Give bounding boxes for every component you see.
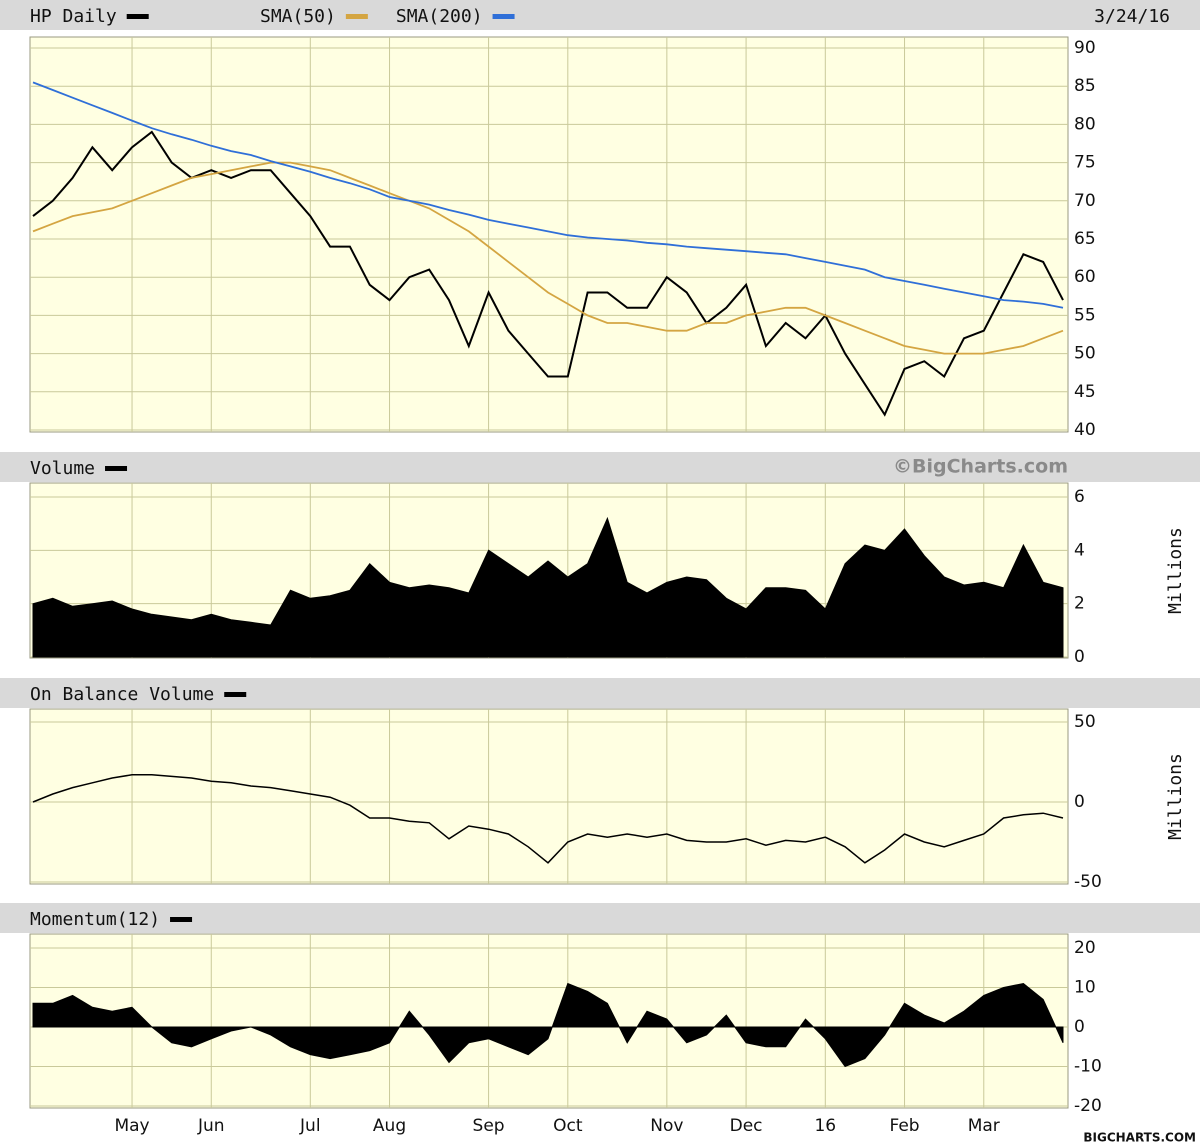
y-tick-label: 4: [1074, 540, 1085, 560]
panel-title: Volume: [30, 458, 95, 479]
y-tick-label: 65: [1074, 229, 1096, 249]
y-tick-label: 50: [1074, 712, 1096, 732]
y-tick-label: 55: [1074, 305, 1096, 325]
panel-header: [0, 678, 1200, 708]
y-axis-label: Millions: [1165, 527, 1186, 614]
y-tick-label: 90: [1074, 38, 1096, 58]
title-swatch: [126, 14, 149, 19]
x-tick-label: Aug: [373, 1116, 406, 1136]
y-tick-label: 40: [1074, 420, 1096, 440]
series-area: [32, 982, 1064, 1068]
panel-header: [0, 0, 1200, 30]
y-tick-label: -50: [1074, 872, 1102, 892]
y-tick-label: -20: [1074, 1096, 1102, 1116]
legend-label: SMA(200): [396, 6, 483, 27]
y-tick-label: 50: [1074, 344, 1096, 364]
panel-header: [0, 903, 1200, 933]
series-line: [32, 81, 1064, 309]
y-tick-label: 80: [1074, 114, 1096, 134]
x-tick-label: Jun: [197, 1116, 225, 1136]
panel-title: On Balance Volume: [30, 684, 214, 705]
legend-swatch: [492, 14, 515, 19]
x-tick-label: May: [114, 1116, 149, 1136]
x-tick-label: Oct: [553, 1116, 583, 1136]
series-area: [32, 516, 1064, 658]
y-tick-label: -10: [1074, 1057, 1102, 1077]
watermark: ©BigCharts.com: [893, 456, 1068, 478]
y-tick-label: 75: [1074, 153, 1096, 173]
x-tick-label: Feb: [889, 1116, 919, 1136]
title-swatch: [224, 692, 247, 697]
y-tick-label: 85: [1074, 76, 1096, 96]
series-line: [32, 161, 1064, 355]
chart-date: 3/24/16: [1094, 6, 1170, 27]
legend-swatch: [345, 14, 368, 19]
credit: BIGCHARTS.COM: [1083, 1131, 1196, 1145]
y-tick-label: 10: [1074, 978, 1096, 998]
plot-area: [29, 708, 1069, 885]
y-tick-label: 0: [1074, 792, 1085, 812]
panel-title: Momentum(12): [30, 909, 160, 930]
x-tick-label: Jul: [299, 1116, 321, 1136]
y-tick-label: 20: [1074, 938, 1096, 958]
title-swatch: [105, 466, 128, 471]
plot-area: [29, 36, 1069, 433]
panel-title: HP Daily: [30, 6, 117, 27]
y-tick-label: 6: [1074, 487, 1085, 507]
title-swatch: [170, 917, 193, 922]
y-tick-label: 0: [1074, 647, 1085, 667]
y-tick-label: 45: [1074, 382, 1096, 402]
y-tick-label: 70: [1074, 191, 1096, 211]
x-tick-label: Dec: [730, 1116, 763, 1136]
y-tick-label: 60: [1074, 267, 1096, 287]
y-tick-label: 2: [1074, 594, 1085, 614]
y-tick-label: 0: [1074, 1017, 1085, 1037]
x-tick-label: Mar: [968, 1116, 1000, 1136]
x-tick-label: Nov: [650, 1116, 683, 1136]
panel-header: [0, 452, 1200, 482]
x-tick-label: 16: [814, 1116, 836, 1136]
series-line: [32, 130, 1064, 417]
legend-label: SMA(50): [260, 6, 336, 27]
series-line: [32, 774, 1064, 864]
x-tick-label: Sep: [473, 1116, 505, 1136]
y-axis-label: Millions: [1165, 753, 1186, 840]
